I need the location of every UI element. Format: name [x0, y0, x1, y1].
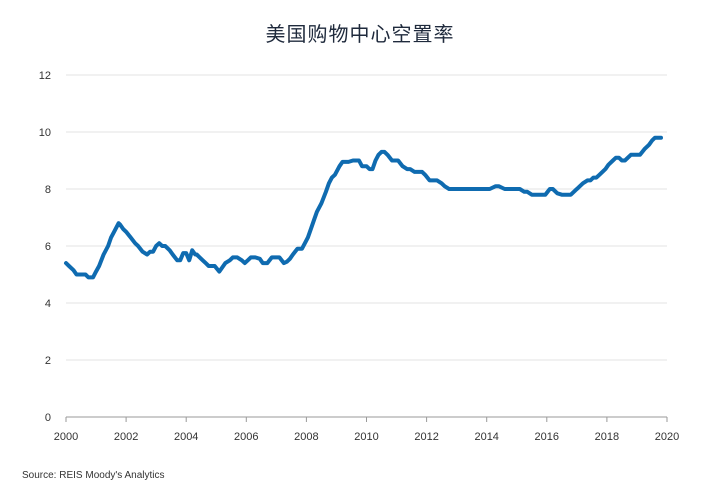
x-tick-label: 2014: [474, 431, 498, 443]
y-tick-labels: 0 2 4 6 8 10 12: [39, 70, 51, 424]
y-tick-label: 6: [45, 241, 51, 253]
x-tick-label: 2010: [354, 431, 378, 443]
series-line: [64, 135, 663, 280]
y-tick-label: 12: [39, 70, 51, 82]
y-tick-label: 0: [45, 412, 51, 424]
axes: [65, 416, 668, 422]
x-tick-label: 2020: [655, 431, 679, 443]
x-tick-label: 2006: [234, 431, 258, 443]
y-tick-label: 8: [45, 184, 51, 196]
y-tick-label: 4: [45, 298, 51, 310]
x-tick-label: 2004: [174, 431, 198, 443]
x-tick-labels: 2000 2002 2004 2006 2008 2010 2012 2014 2016 2018…: [54, 431, 679, 443]
y-tick-label: 2: [45, 355, 51, 367]
chart-title: 美国购物中心空置率: [265, 22, 455, 46]
x-tick-label: 2002: [114, 431, 138, 443]
y-tick-label: 10: [39, 127, 51, 139]
x-tick-label: 2008: [294, 431, 318, 443]
x-tick-label: 2016: [535, 431, 559, 443]
x-tick-label: 2012: [414, 431, 438, 443]
series-group: [64, 135, 663, 280]
x-tick-label: 2000: [54, 431, 78, 443]
gridlines: [66, 74, 667, 361]
source-note: Source: REIS Moody's Analytics: [22, 470, 165, 481]
x-tick-label: 2018: [595, 431, 619, 443]
